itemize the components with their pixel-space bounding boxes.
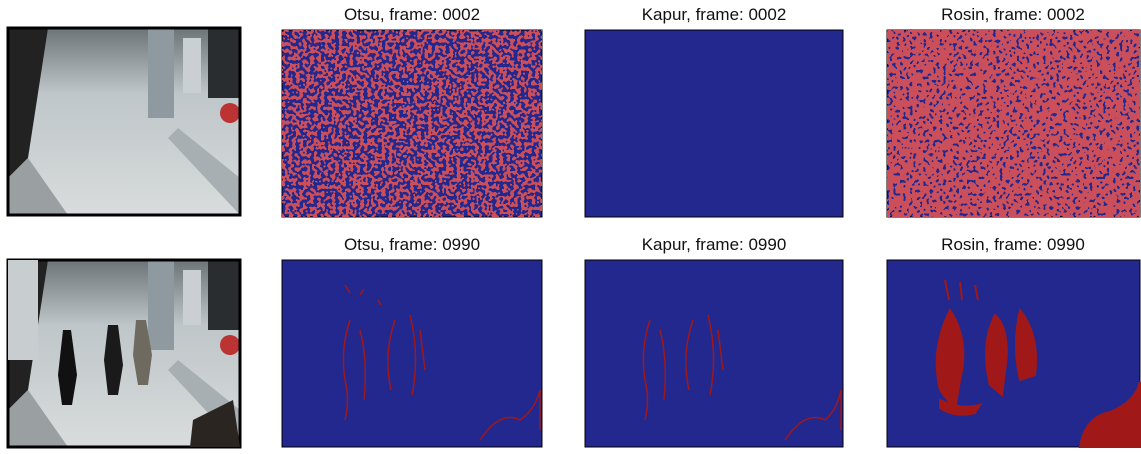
- panel-title: Kapur, frame: 0002: [642, 5, 787, 24]
- mask-foreground: [887, 30, 1140, 217]
- panel: Kapur, frame: 0002: [585, 5, 843, 217]
- panel: Otsu, frame: 0002: [282, 5, 542, 217]
- input-frame: [8, 28, 240, 215]
- input-frame: [8, 260, 240, 447]
- panel: Rosin, frame: 0002: [887, 5, 1140, 217]
- panel-title: Kapur, frame: 0990: [642, 235, 787, 254]
- panel: Kapur, frame: 0990: [585, 235, 843, 447]
- panel: Rosin, frame: 0990: [887, 235, 1140, 447]
- panel-title: Rosin, frame: 0990: [941, 235, 1085, 254]
- panel-title: Otsu, frame: 0990: [344, 235, 480, 254]
- panel-title: Rosin, frame: 0002: [941, 5, 1085, 24]
- panel: Otsu, frame: 0990: [282, 235, 542, 447]
- figure: Otsu, frame: 0002 Kapur, frame: 0002 Ros…: [0, 0, 1141, 454]
- mask-foreground: [585, 30, 843, 217]
- panel-title: Otsu, frame: 0002: [344, 5, 480, 24]
- mask-foreground: [282, 30, 542, 217]
